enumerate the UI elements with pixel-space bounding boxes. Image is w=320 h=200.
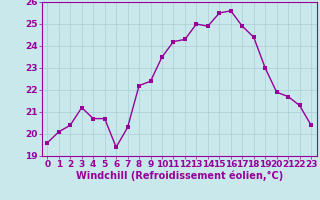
X-axis label: Windchill (Refroidissement éolien,°C): Windchill (Refroidissement éolien,°C) [76, 171, 283, 181]
